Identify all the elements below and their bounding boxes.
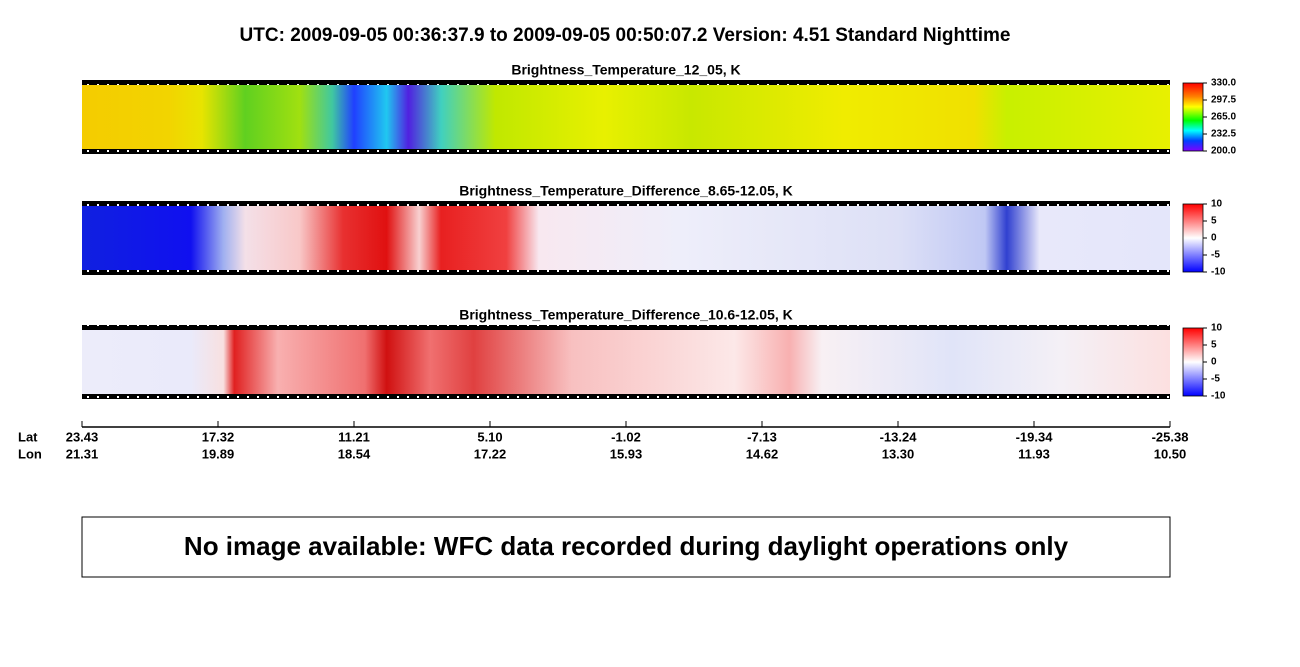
lat-label: 17.32: [202, 429, 235, 444]
colorbar-tick-label: 297.5: [1211, 95, 1236, 106]
colorbar: [1182, 203, 1204, 273]
lat-label: -25.38: [1152, 429, 1189, 444]
lat-label: 11.21: [338, 429, 370, 444]
lon-label: 19.89: [202, 446, 235, 461]
colorbar-tick-label: -5: [1211, 374, 1220, 385]
strip-border: [82, 394, 1170, 399]
axis-ticks: 23.43 21.31 17.32 19.89 11.21 18.54 5.10 17.22 -…: [66, 421, 1189, 461]
colorbar-tick-label: 5: [1211, 340, 1217, 351]
lon-label: 18.54: [338, 446, 371, 461]
lon-name: Lon: [18, 446, 42, 461]
lat-label: 23.43: [66, 429, 99, 444]
lat-label: -13.24: [880, 429, 918, 444]
strip-border: [82, 80, 1170, 85]
colorbar-tick-label: 265.0: [1211, 112, 1236, 123]
lat-name: Lat: [18, 429, 38, 444]
page-title: UTC: 2009-09-05 00:36:37.9 to 2009-09-05…: [240, 25, 1011, 46]
colorbar: [1182, 82, 1204, 152]
image-strip: [82, 328, 1170, 396]
strip-border: [82, 201, 1170, 206]
lat-label: 5.10: [477, 429, 502, 444]
lat-label: -7.13: [747, 429, 777, 444]
colorbar-tick-label: 0: [1211, 233, 1217, 244]
strip-border: [82, 149, 1170, 154]
message-box: [81, 516, 1171, 578]
colorbar-tick-label: 5: [1211, 216, 1217, 227]
panels: Brightness_Temperature_12_05, K 330.0 297.…: [82, 62, 1236, 402]
colorbar-tick-label: 200.0: [1211, 146, 1236, 157]
strip-border: [82, 325, 1170, 330]
colorbar-tick-label: 10: [1211, 199, 1223, 210]
colorbar-tick-label: 10: [1211, 323, 1223, 334]
lon-label: 21.31: [66, 446, 99, 461]
lat-label: -1.02: [611, 429, 641, 444]
panel-title: Brightness_Temperature_Difference_10.6-1…: [459, 307, 793, 323]
colorbar-tick-label: -10: [1211, 267, 1226, 278]
lat-label: -19.34: [1016, 429, 1054, 444]
panel-title: Brightness_Temperature_Difference_8.65-1…: [459, 183, 793, 199]
lon-label: 13.30: [882, 446, 915, 461]
strip-border: [82, 270, 1170, 275]
panel-title: Brightness_Temperature_12_05, K: [511, 62, 740, 78]
lon-label: 10.50: [1154, 446, 1187, 461]
colorbar-tick-label: -5: [1211, 250, 1220, 261]
colorbar-tick-label: 330.0: [1211, 78, 1236, 89]
lon-label: 17.22: [474, 446, 507, 461]
image-strip: [82, 83, 1170, 151]
lon-label: 14.62: [746, 446, 779, 461]
lon-label: 11.93: [1018, 446, 1050, 461]
image-strip: [82, 204, 1170, 272]
colorbar-tick-label: 232.5: [1211, 129, 1236, 140]
lon-label: 15.93: [610, 446, 643, 461]
colorbar: [1182, 327, 1204, 397]
colorbar-tick-label: 0: [1211, 357, 1217, 368]
colorbar-tick-label: -10: [1211, 391, 1226, 402]
message: No image available: WFC data recorded du…: [184, 531, 1069, 561]
